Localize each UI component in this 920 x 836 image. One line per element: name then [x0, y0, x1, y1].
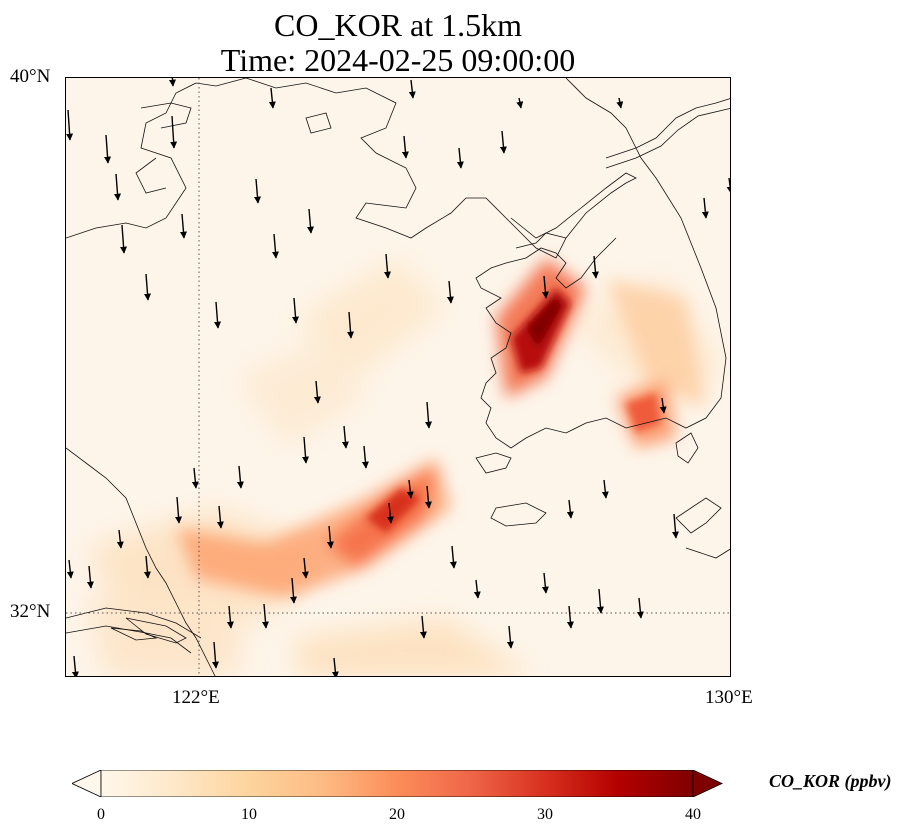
wind-arrow: [301, 557, 309, 579]
wind-arrow: [446, 280, 454, 304]
map-time: Time: 2024-02-25 09:00:00: [220, 42, 576, 78]
wind-arrow: [331, 657, 339, 676]
wind-arrow: [144, 273, 152, 301]
wind-arrow: [212, 641, 220, 669]
colorbar-tick-10: 10: [241, 806, 257, 823]
wind-arrow: [179, 213, 187, 239]
wind-arrow: [591, 255, 599, 279]
wind-arrow: [341, 425, 349, 449]
wind-arrow: [302, 436, 310, 464]
wind-arrow: [406, 479, 414, 499]
wind-arrow: [271, 233, 279, 259]
wind-arrow: [506, 625, 514, 649]
map-title: CO_KOR at 1.5km: [274, 7, 522, 43]
wind-arrow: [499, 130, 507, 154]
wind-arrow: [313, 380, 321, 404]
colorbar-tick-20: 20: [389, 806, 405, 823]
concentration-field: [86, 258, 726, 676]
wind-arrow: [170, 115, 178, 149]
wind-arrow: [104, 134, 112, 164]
wind-arrow: [114, 173, 122, 201]
lon-label-122: 122°E: [172, 687, 220, 708]
wind-arrow: [326, 525, 334, 549]
wind-arrow: [659, 397, 667, 414]
wind-arrow: [236, 465, 244, 489]
wind-arrow: [601, 479, 609, 499]
wind-arrow: [169, 78, 176, 87]
wind-arrow: [383, 253, 391, 279]
wind-arrow: [268, 87, 276, 109]
colorbar-min-extend: [72, 770, 102, 797]
wind-arrow: [636, 597, 644, 619]
wind-arrow: [701, 197, 709, 219]
wind-arrow: [516, 97, 524, 109]
colorbar-tick-40: 40: [685, 806, 701, 823]
coastlines: [66, 78, 730, 676]
map-canvas: [66, 78, 730, 676]
wind-arrow: [347, 311, 355, 339]
wind-arrow: [253, 178, 261, 204]
wind-arrow: [449, 545, 457, 569]
wind-arrow: [456, 147, 464, 169]
map-panel: [65, 77, 731, 677]
lat-label-40: 40°N: [10, 66, 51, 87]
wind-arrow: [306, 208, 314, 234]
wind-arrow: [419, 615, 427, 639]
colorbar-tick-0: 0: [97, 806, 105, 823]
wind-arrow: [261, 603, 269, 629]
wind-arrow: [191, 467, 199, 489]
lat-label-32: 32°N: [10, 601, 51, 622]
wind-arrow: [596, 588, 604, 614]
lon-label-130: 130°E: [705, 687, 753, 708]
wind-arrow: [86, 565, 94, 589]
wind-arrow: [473, 579, 481, 599]
wind-vectors: [66, 78, 730, 676]
wind-arrow: [290, 577, 297, 604]
wind-arrow: [175, 496, 183, 524]
wind-arrow: [671, 513, 679, 539]
wind-arrow: [66, 109, 74, 141]
wind-arrow: [541, 275, 549, 299]
wind-arrow: [120, 224, 128, 254]
wind-arrow: [425, 401, 433, 429]
wind-arrow: [566, 499, 574, 519]
wind-arrow: [216, 505, 224, 529]
colorbar: [72, 770, 723, 797]
colorbar-max-extend: [692, 770, 723, 797]
colorbar-tick-30: 30: [537, 806, 553, 823]
wind-arrow: [726, 177, 730, 194]
wind-arrow: [226, 605, 234, 629]
gridlines: [66, 78, 730, 676]
wind-arrow: [292, 297, 299, 324]
wind-arrow: [541, 572, 549, 594]
wind-arrow: [616, 97, 624, 109]
wind-arrow: [66, 559, 74, 579]
wind-arrow: [424, 485, 432, 509]
wind-arrow: [401, 135, 409, 159]
wind-arrow: [116, 529, 124, 549]
colorbar-label: CO_KOR (ppbv): [769, 771, 892, 791]
wind-arrow: [143, 555, 151, 579]
colorbar-gradient: [100, 770, 694, 797]
wind-arrow: [214, 301, 222, 329]
wind-arrow: [386, 502, 394, 524]
wind-arrow: [408, 79, 416, 99]
wind-arrow: [71, 655, 79, 676]
wind-arrow: [566, 605, 574, 629]
wind-arrow: [361, 445, 369, 469]
